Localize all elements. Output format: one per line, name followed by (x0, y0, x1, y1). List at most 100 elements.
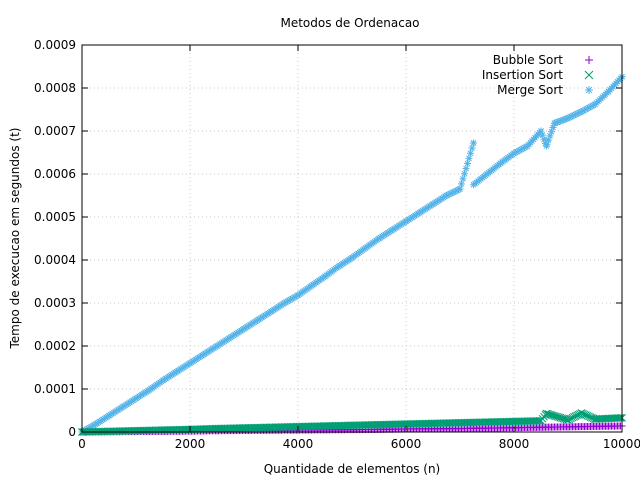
y-tick-label: 0.0008 (34, 81, 76, 95)
y-tick-label: 0.0005 (34, 210, 76, 224)
data-point (308, 282, 315, 290)
x-tick-label: 2000 (175, 437, 206, 451)
legend-item: Insertion Sort (482, 68, 594, 82)
data-point (497, 159, 504, 167)
y-tick-label: 0.0009 (34, 38, 76, 52)
data-point (159, 376, 167, 384)
data-point (465, 154, 473, 162)
data-point (119, 403, 126, 411)
legend-marker (585, 56, 593, 64)
data-point (550, 412, 559, 420)
data-point (213, 342, 221, 350)
data-point (542, 142, 550, 150)
series-insertion-sort (78, 409, 626, 436)
data-point (549, 411, 557, 420)
data-point (591, 415, 599, 423)
tick-labels: 0 2000 4000 6000 8000 10000 0 0.0001 0.0002 0.000… (34, 38, 640, 451)
grid (82, 45, 622, 432)
data-point (553, 412, 562, 421)
y-tick-label: 0 (68, 425, 76, 439)
data-point (335, 262, 342, 270)
data-point (389, 226, 396, 234)
data-point (551, 119, 558, 127)
x-axis-title: Quantidade de elementos (n) (264, 462, 441, 476)
x-tick-label: 10000 (603, 437, 640, 451)
data-point (552, 412, 560, 421)
data-point (321, 272, 329, 280)
data-point (524, 142, 531, 150)
data-point (146, 386, 153, 394)
data-point (483, 418, 491, 426)
data-point (564, 114, 572, 122)
data-point (578, 108, 585, 116)
data-point (375, 235, 383, 242)
data-point (267, 423, 275, 432)
data-point (240, 325, 248, 333)
data-point (375, 420, 383, 429)
data-point (470, 139, 477, 147)
data-point (173, 368, 180, 376)
data-point (534, 417, 542, 425)
data-point (348, 421, 356, 430)
y-tick-label: 0.0004 (34, 253, 76, 267)
data-point (510, 149, 518, 157)
data-point (537, 423, 545, 431)
data-point (615, 414, 623, 422)
x-tick-label: 8000 (499, 437, 530, 451)
data-point (542, 409, 551, 418)
y-axis-title: Tempo de execucao em segundos (t) (8, 128, 22, 350)
data-point (537, 416, 545, 425)
data-point (240, 424, 248, 432)
y-tick-label: 0.0007 (34, 124, 76, 138)
data-point (456, 418, 464, 427)
plot-frame (81, 44, 623, 433)
legend-label: Bubble Sort (493, 53, 563, 67)
data-point (461, 170, 468, 178)
data-point (200, 351, 207, 359)
data-point (459, 175, 467, 183)
data-point (227, 333, 234, 341)
data-point (429, 419, 437, 428)
data-point (591, 100, 599, 108)
data-point (294, 291, 302, 299)
legend-marker (585, 86, 593, 94)
legend-marker (584, 70, 594, 80)
data-point (92, 420, 99, 428)
y-tick-label: 0.0001 (34, 382, 76, 396)
data-point (416, 209, 423, 217)
legend-item: Merge Sort (497, 83, 593, 97)
data-point (464, 159, 471, 167)
data-point (562, 415, 571, 424)
data-point (467, 149, 474, 157)
data-point (456, 185, 464, 193)
data-point (591, 422, 599, 430)
data-point (462, 165, 470, 173)
legend-item: Bubble Sort (493, 53, 593, 67)
series-merge-sort (78, 73, 626, 436)
data-point (537, 127, 545, 135)
legend-label: Insertion Sort (482, 68, 563, 82)
data-point (321, 422, 329, 430)
data-point (443, 192, 450, 199)
legend-label: Merge Sort (497, 83, 563, 97)
data-point (132, 426, 140, 435)
data-point (510, 417, 518, 426)
data-point (468, 144, 476, 152)
data-point (429, 200, 437, 208)
data-point (267, 308, 275, 316)
data-point (105, 412, 113, 420)
x-tick-label: 4000 (283, 437, 314, 451)
x-tick-label: 0 (78, 437, 86, 451)
ticks (81, 44, 623, 433)
y-tick-label: 0.0006 (34, 167, 76, 181)
data-point (348, 254, 356, 262)
data-point (577, 409, 586, 417)
series-layer (78, 73, 626, 436)
x-tick-label: 6000 (391, 437, 422, 451)
data-point (458, 180, 465, 188)
data-point (544, 410, 553, 418)
data-point (254, 316, 261, 324)
data-point (558, 414, 566, 423)
